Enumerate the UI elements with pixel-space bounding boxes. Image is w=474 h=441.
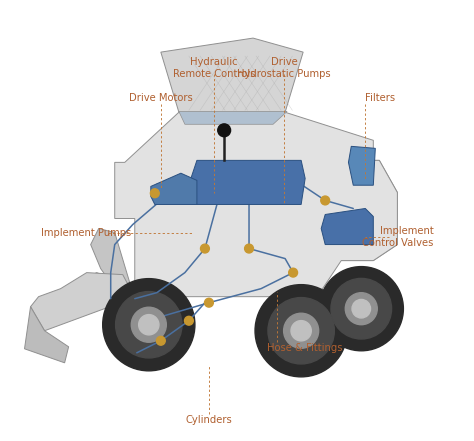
Circle shape: [103, 279, 195, 371]
Circle shape: [204, 298, 213, 307]
Text: Filters: Filters: [365, 93, 396, 103]
Circle shape: [131, 307, 166, 342]
Circle shape: [319, 267, 403, 351]
Circle shape: [331, 278, 392, 339]
Text: Implement Pumps: Implement Pumps: [41, 228, 131, 238]
Circle shape: [289, 268, 298, 277]
Circle shape: [268, 298, 334, 364]
Circle shape: [291, 321, 311, 341]
Polygon shape: [341, 161, 397, 261]
Polygon shape: [161, 38, 303, 112]
Circle shape: [150, 189, 159, 198]
Circle shape: [116, 292, 182, 358]
Polygon shape: [25, 306, 69, 363]
Circle shape: [139, 314, 159, 335]
Circle shape: [156, 336, 165, 345]
Text: Drive
Hydrostatic Pumps: Drive Hydrostatic Pumps: [237, 57, 331, 79]
Circle shape: [218, 124, 230, 137]
Circle shape: [321, 196, 329, 205]
Polygon shape: [348, 146, 375, 185]
Circle shape: [201, 244, 210, 253]
Circle shape: [245, 244, 254, 253]
Polygon shape: [179, 112, 287, 124]
Text: Cylinders: Cylinders: [185, 415, 232, 425]
Text: Drive Motors: Drive Motors: [129, 93, 193, 103]
Text: Hose & Fittings: Hose & Fittings: [267, 343, 343, 353]
Circle shape: [283, 313, 319, 348]
Circle shape: [255, 284, 347, 377]
Polygon shape: [81, 273, 135, 299]
Polygon shape: [30, 273, 135, 331]
Circle shape: [345, 293, 377, 325]
Text: Hydraulic
Remote Controls: Hydraulic Remote Controls: [173, 57, 255, 79]
Polygon shape: [151, 173, 197, 205]
Polygon shape: [321, 209, 374, 245]
Circle shape: [184, 316, 193, 325]
Polygon shape: [91, 228, 133, 297]
Polygon shape: [115, 112, 397, 297]
Text: Implement
Control Valves: Implement Control Valves: [362, 225, 433, 247]
Circle shape: [352, 299, 371, 318]
Polygon shape: [191, 161, 305, 205]
